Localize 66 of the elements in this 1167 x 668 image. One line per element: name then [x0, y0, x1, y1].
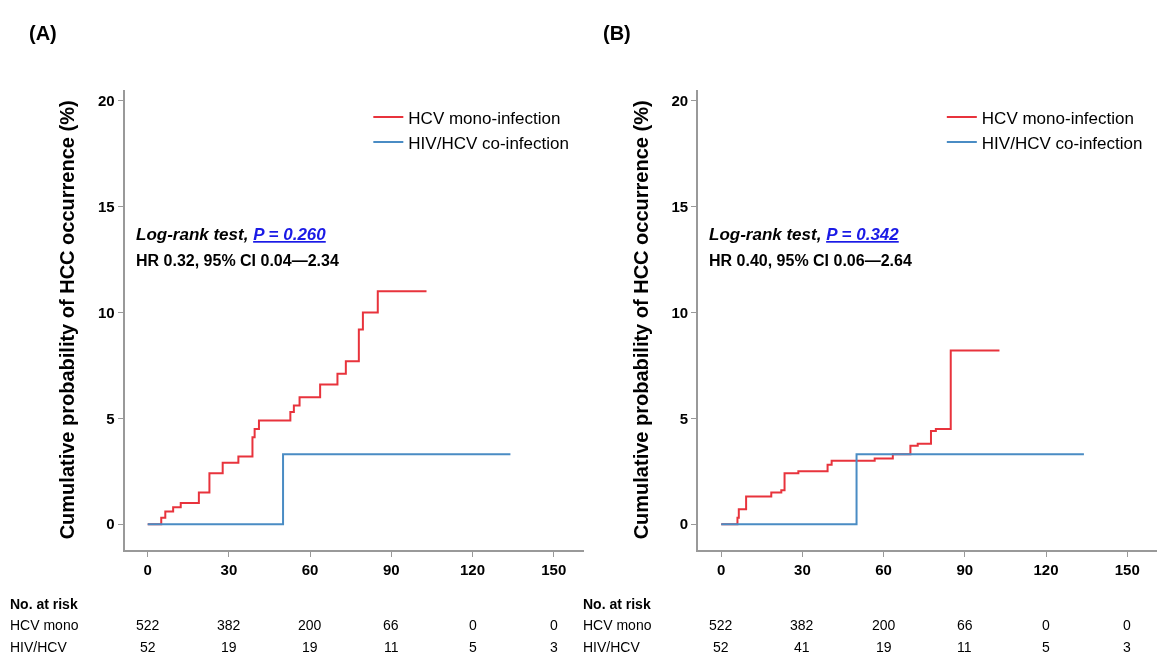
text: 52: [713, 639, 729, 655]
legend-label: HIV/HCV co-infection: [408, 133, 569, 153]
text: 200: [298, 617, 322, 633]
text: 19: [876, 639, 892, 655]
y-tick-label: 15: [98, 197, 115, 215]
y-tick-label: 15: [671, 197, 689, 215]
text: 11: [384, 639, 399, 655]
text: 3: [1123, 639, 1131, 655]
x-tick-label: 90: [956, 560, 974, 578]
text: 200: [872, 617, 896, 633]
y-tick-label: 10: [671, 303, 689, 321]
text: 19: [221, 639, 237, 655]
text: HIV/HCV: [583, 639, 641, 655]
legend-label: HIV/HCV co-infection: [981, 133, 1143, 153]
x-tick-label: 120: [1033, 560, 1059, 578]
chart-title: (A): [29, 22, 57, 44]
annotation: Log-rank test,: [709, 225, 822, 244]
annotation: P = 0.260: [253, 225, 327, 244]
y-tick-label: 0: [679, 515, 689, 533]
text: 522: [709, 617, 733, 633]
x-tick-label: 30: [220, 560, 238, 578]
annotation: HR 0.32, 95% CI 0.04—2.34: [136, 252, 339, 269]
x-tick-label: 90: [382, 560, 400, 578]
y-tick-label: 0: [106, 515, 115, 533]
text: 41: [794, 639, 810, 655]
text: 382: [790, 617, 814, 633]
y-tick-label: 20: [671, 92, 689, 110]
text: 0: [1042, 617, 1050, 633]
y-tick-label: 5: [106, 409, 115, 427]
legend-label: HCV mono-infection: [408, 108, 561, 128]
text: HCV mono: [10, 617, 79, 633]
x-tick-label: 30: [794, 560, 811, 578]
y-tick-label: 5: [679, 409, 689, 427]
text: HIV/HCV: [10, 639, 68, 655]
annotation: HR 0.40, 95% CI 0.06—2.64: [709, 252, 912, 269]
y-axis-title: Cumulative probability of HCC occurrence (%): [629, 100, 652, 540]
x-tick-label: 60: [301, 560, 319, 578]
x-tick-label: 150: [541, 560, 567, 578]
x-tick-label: 0: [143, 560, 152, 578]
text: 52: [140, 639, 156, 655]
text: 0: [1123, 617, 1131, 633]
text: 522: [136, 617, 160, 633]
chart-title: (B): [603, 22, 631, 44]
x-tick-label: 60: [875, 560, 892, 578]
text: 0: [469, 617, 477, 633]
text: 5: [469, 639, 477, 655]
text: 3: [550, 639, 558, 655]
text: 382: [217, 617, 241, 633]
text: No. at risk: [10, 596, 78, 612]
text: HCV mono: [583, 617, 652, 633]
text: 11: [957, 639, 972, 655]
legend-label: HCV mono-infection: [981, 108, 1134, 128]
x-tick-label: 120: [460, 560, 486, 578]
text: No. at risk: [583, 596, 651, 612]
annotation: P = 0.342: [826, 225, 900, 244]
text: 66: [957, 617, 973, 633]
x-tick-label: 0: [717, 560, 726, 578]
text: 5: [1042, 639, 1050, 655]
y-tick-label: 20: [98, 92, 115, 110]
y-tick-label: 10: [98, 303, 115, 321]
x-tick-label: 150: [1114, 560, 1140, 578]
text: 66: [383, 617, 399, 633]
text: 0: [550, 617, 558, 633]
y-axis-title: Cumulative probability of HCC occurrence (%): [56, 100, 79, 540]
text: 19: [302, 639, 318, 655]
annotation: Log-rank test,: [136, 225, 249, 244]
